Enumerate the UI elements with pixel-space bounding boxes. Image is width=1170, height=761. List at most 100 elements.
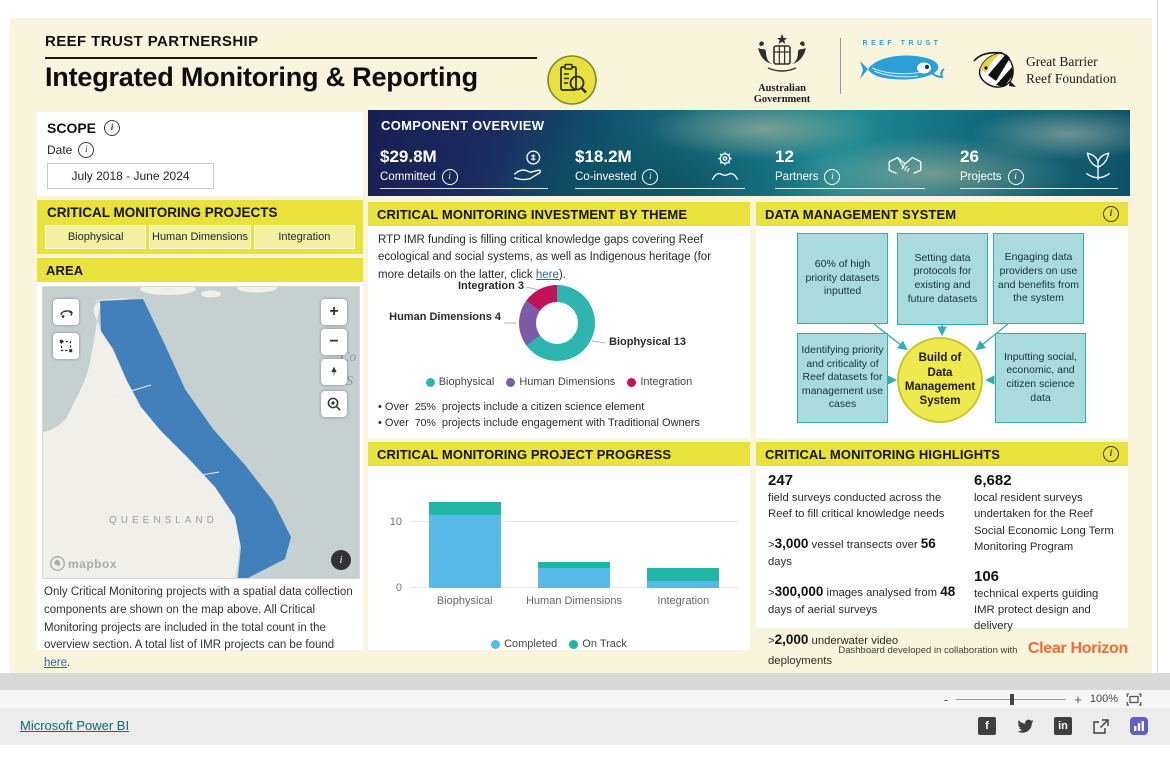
map-info-button[interactable]: i — [331, 550, 351, 570]
handshake-icon — [888, 156, 922, 175]
zoom-out-button[interactable]: - — [943, 691, 949, 707]
theme-bullets: • Over 25% projects include a citizen sc… — [378, 400, 700, 432]
ytick-10: 10 — [389, 515, 402, 528]
bar-segment-ontrack[interactable] — [537, 561, 610, 569]
zoom-slider[interactable] — [956, 693, 1067, 705]
map-note-link[interactable]: here — [44, 657, 68, 670]
co-invested-info-icon[interactable]: i — [642, 168, 659, 185]
projects-info-icon[interactable]: i — [1007, 168, 1024, 185]
theme-intro-link[interactable]: here — [535, 268, 559, 281]
dashboard-canvas: REEF TRUST PARTNERSHIP Integrated Monito… — [10, 18, 1152, 673]
twitter-icon[interactable] — [1016, 717, 1034, 735]
social-buttons: f in — [978, 717, 1148, 735]
legend-item-on-track[interactable]: On Track — [569, 638, 627, 650]
australian-government-label: Australian Government — [753, 83, 811, 105]
header-divider — [45, 57, 537, 59]
map-reef-region[interactable] — [100, 299, 291, 578]
critical-monitoring-projects-panel: CRITICAL MONITORING PROJECTS Biophysical… — [37, 200, 363, 254]
map-zoom-selection-button[interactable] — [321, 391, 347, 417]
donut-legend: Biophysical Human Dimensions Integration — [368, 376, 750, 388]
map-canvas: QUEENSLAND Co S — [41, 283, 359, 578]
australian-government-logo: Australian Government — [732, 32, 832, 105]
logo-divider — [840, 38, 841, 94]
stat-technical-experts: 106 — [974, 567, 1000, 585]
clear-horizon-logo: Clear Horizon — [1027, 640, 1128, 657]
category-axis: Biophysical Human Dimensions Integration — [436, 595, 710, 607]
bar-column[interactable] — [537, 482, 610, 588]
scope-title: SCOPE — [47, 120, 97, 136]
legend-dot — [569, 639, 579, 649]
powerbi-community-icon[interactable] — [1130, 717, 1148, 735]
microsoft-powerbi-link[interactable]: Microsoft Power BI — [20, 718, 130, 733]
bar-series — [410, 482, 738, 588]
theme-title: CRITICAL MONITORING INVESTMENT BY THEME — [377, 206, 688, 222]
bar-segment-ontrack[interactable] — [428, 501, 501, 516]
bar-column[interactable] — [428, 482, 501, 588]
metric-co-invested: $18.2M Co-invested i — [575, 144, 745, 189]
highlights-title: CRITICAL MONITORING HIGHLIGHTS — [765, 446, 1001, 462]
investment-by-theme-panel: CRITICAL MONITORING INVESTMENT BY THEME … — [368, 202, 750, 438]
map-sea-label-2: S — [346, 374, 353, 389]
filter-buttons: Biophysical Human Dimensions Integration — [45, 225, 355, 249]
bar-segment-completed[interactable] — [428, 515, 501, 588]
filter-button-biophysical[interactable]: Biophysical — [45, 225, 147, 249]
map-tilt-button[interactable]: ▲ ▼ — [321, 359, 347, 385]
stat-images-analysed: >300,000 images analysed from 48 days of… — [768, 583, 956, 617]
stat-vessel-transects: >3,000 vessel transects over 56 days — [768, 535, 936, 568]
scope-info-icon[interactable]: i — [104, 120, 121, 136]
bar-column[interactable] — [647, 482, 720, 588]
reef-trust-logo: REEF TRUST — [856, 40, 948, 96]
ytick-0: 0 — [395, 582, 402, 594]
progress-title: CRITICAL MONITORING PROJECT PROGRESS — [377, 446, 672, 462]
progress-plot: 0 10 — [390, 482, 738, 594]
coat-of-arms-icon — [758, 34, 806, 72]
legend-item-biophysical[interactable]: Biophysical — [425, 376, 494, 388]
reef-trust-label: REEF TRUST — [862, 40, 942, 47]
highlights-right-column: 6,682 local resident surveys undertaken … — [974, 472, 1118, 671]
highlights-info-icon[interactable]: i — [1103, 446, 1119, 462]
mapbox-attribution[interactable]: mapbox — [50, 556, 117, 571]
legend-item-completed[interactable]: Completed — [491, 638, 557, 650]
donut-ring[interactable] — [519, 285, 595, 361]
filter-button-human-dimensions[interactable]: Human Dimensions — [149, 225, 251, 249]
zoom-slider-thumb[interactable] — [1010, 693, 1015, 705]
zoom-in-button[interactable]: + — [1074, 691, 1082, 707]
highlights-body: 247 field surveys conducted across the R… — [768, 472, 1118, 671]
fit-to-screen-icon[interactable] — [1126, 692, 1142, 706]
date-info-icon[interactable]: i — [78, 142, 95, 158]
dms-info-icon[interactable]: i — [1103, 206, 1119, 222]
dms-box-protocols: Setting data protocols for existing and … — [897, 233, 988, 325]
bar-segment-completed[interactable] — [647, 581, 720, 588]
hand-gear-icon — [711, 151, 739, 181]
partners-info-icon[interactable]: i — [824, 168, 841, 185]
linkedin-icon[interactable]: in — [1054, 717, 1072, 735]
donut-label-integration: Integration 3 — [457, 280, 524, 292]
dms-box-engaging-providers: Engaging data providers on use and benef… — [993, 233, 1084, 324]
date-range-dropdown[interactable]: July 2018 - June 2024 — [47, 163, 214, 189]
area-panel: AREA QUEENSLAND Co — [37, 258, 363, 669]
stat-resident-surveys: 6,682 — [974, 472, 1012, 489]
bar-segment-ontrack[interactable] — [647, 568, 720, 582]
report-kicker: REEF TRUST PARTNERSHIP — [45, 33, 259, 50]
filter-button-integration[interactable]: Integration — [253, 225, 355, 249]
dms-box-datasets-inputted: 60% of high priority datasets inputted — [797, 233, 888, 324]
map-note: Only Critical Monitoring projects with a… — [44, 586, 353, 670]
facebook-icon[interactable]: f — [978, 717, 996, 735]
zoom-control: - + 100% — [944, 690, 1142, 708]
share-icon[interactable] — [1092, 717, 1110, 735]
legend-dot — [425, 377, 435, 387]
dms-box-inputting-social: Inputting social, economic, and citizen … — [995, 333, 1086, 423]
bullet-citizen-science: • Over 25% projects include a citizen sc… — [378, 401, 645, 413]
legend-item-integration[interactable]: Integration — [627, 376, 692, 388]
page-title: Integrated Monitoring & Reporting — [45, 62, 478, 92]
legend-item-human-dimensions[interactable]: Human Dimensions — [506, 376, 615, 388]
map-zoom-out-button[interactable]: − — [321, 329, 347, 355]
committed-info-icon[interactable]: i — [441, 168, 458, 185]
map-state-label: QUEENSLAND — [109, 515, 218, 526]
map-marquee-select-button[interactable] — [53, 333, 79, 359]
map-zoom-in-button[interactable]: + — [321, 299, 347, 325]
bar-segment-completed[interactable] — [537, 568, 610, 588]
map-lasso-select-button[interactable] — [53, 299, 79, 325]
map[interactable]: QUEENSLAND Co S + — [41, 283, 360, 579]
